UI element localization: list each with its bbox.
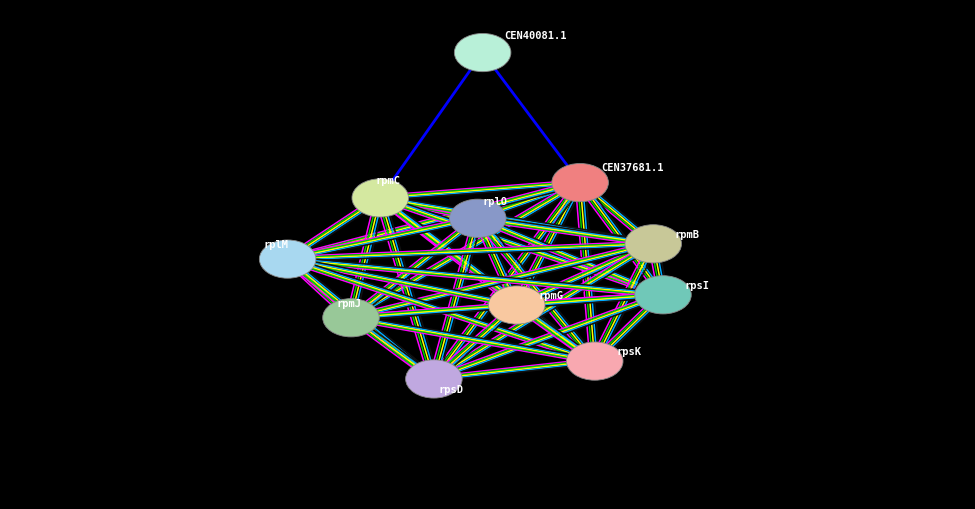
Text: rpmG: rpmG [538, 290, 564, 300]
Text: rplM: rplM [263, 239, 289, 249]
Text: rpmB: rpmB [675, 229, 700, 239]
Ellipse shape [352, 179, 409, 218]
Ellipse shape [552, 164, 608, 202]
Ellipse shape [259, 240, 316, 278]
Ellipse shape [566, 342, 623, 381]
Ellipse shape [323, 299, 379, 337]
Text: CEN40081.1: CEN40081.1 [504, 31, 566, 41]
Text: rpsI: rpsI [684, 280, 710, 290]
Ellipse shape [406, 360, 462, 398]
Text: rplO: rplO [483, 196, 508, 206]
Text: rpsD: rpsD [439, 384, 464, 394]
Ellipse shape [488, 286, 545, 325]
Ellipse shape [625, 225, 682, 263]
Text: rpmC: rpmC [375, 176, 401, 186]
Text: rpmJ: rpmJ [336, 298, 362, 308]
Ellipse shape [454, 34, 511, 73]
Text: rpsK: rpsK [616, 346, 642, 356]
Ellipse shape [449, 200, 506, 238]
Ellipse shape [635, 276, 691, 314]
Text: CEN37681.1: CEN37681.1 [602, 163, 664, 173]
